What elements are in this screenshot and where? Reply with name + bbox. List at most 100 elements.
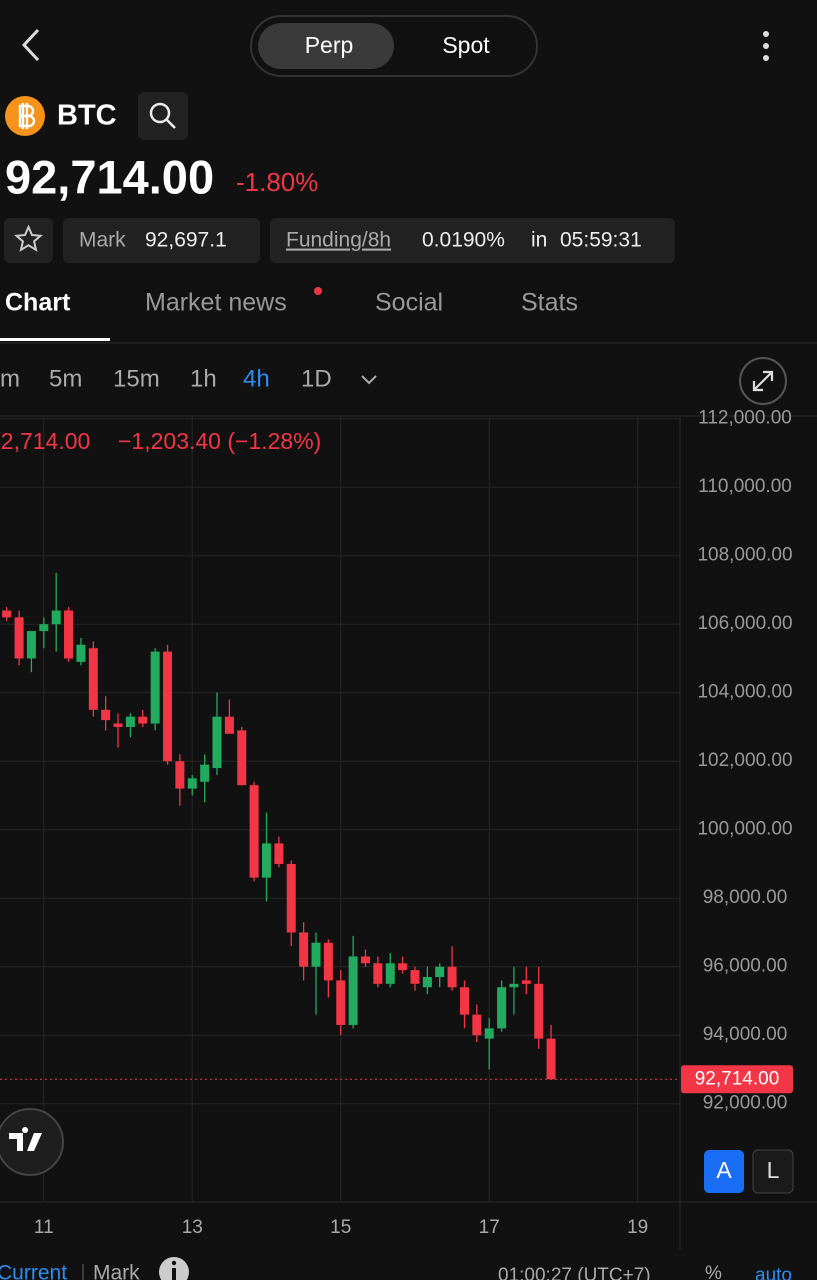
candle-body: [509, 983, 519, 988]
candle-body: [299, 932, 309, 967]
candle-body: [187, 778, 197, 789]
candle-body: [224, 716, 234, 734]
candle-body: [422, 976, 432, 988]
timeframe-active[interactable]: 4h: [243, 365, 270, 392]
candle-body: [360, 956, 370, 964]
x-tick-label: 11: [34, 1217, 54, 1238]
y-tick-label: 98,000.00: [703, 887, 788, 908]
candle-body: [546, 1038, 556, 1080]
mark-box: [63, 218, 260, 263]
funding-in: in: [531, 229, 547, 252]
fullscreen-button[interactable]: [739, 357, 787, 405]
footer-auto[interactable]: auto: [755, 1265, 792, 1280]
candle-body: [64, 610, 74, 659]
candle-body: [521, 980, 531, 984]
legend-change: −1,203.40 (−1.28%): [118, 428, 321, 454]
candle-body: [447, 966, 457, 988]
more-menu[interactable]: [763, 31, 769, 61]
candle-body: [88, 648, 98, 710]
candles: [2, 572, 556, 1080]
last-price-label: 92,714.00: [695, 1068, 780, 1089]
log-button[interactable]: [752, 1149, 794, 1194]
candle-body: [39, 624, 49, 632]
favorite-button[interactable]: [4, 218, 53, 263]
fullscreen-icon: [752, 370, 774, 392]
candle-body: [410, 970, 420, 984]
candle-body: [459, 987, 469, 1015]
price: 92,714.00: [5, 150, 214, 203]
news-dot: [314, 287, 322, 295]
y-tick-label: 112,000.00: [698, 408, 792, 429]
candle-body: [2, 610, 12, 618]
mark-label: Mark: [79, 229, 126, 252]
tab-social[interactable]: Social: [375, 289, 443, 317]
candle-body: [125, 716, 135, 727]
candle-body: [373, 963, 383, 984]
toggle-active: [258, 23, 394, 69]
candle-body: [497, 987, 507, 1029]
chart: 112,000.00 110,000.00 108,000.00 106,000.00…: [0, 408, 817, 1250]
tab-underline: [0, 338, 110, 341]
timeframe[interactable]: 5m: [49, 365, 82, 392]
candle-body: [311, 942, 321, 967]
symbol: BTC: [57, 100, 117, 132]
auto-scale-button[interactable]: [704, 1150, 744, 1193]
y-tick-label: 92,000.00: [703, 1093, 788, 1114]
x-tick-label: 17: [479, 1217, 500, 1238]
timeframe-dropdown[interactable]: [361, 375, 377, 385]
grid: [0, 417, 680, 1202]
footer-mark[interactable]: Mark: [93, 1262, 140, 1280]
y-tick-label: 106,000.00: [697, 613, 792, 634]
candle-body: [385, 963, 395, 984]
y-tick-label: 108,000.00: [697, 545, 792, 566]
candle-body: [534, 983, 544, 1039]
tab-chart[interactable]: Chart: [5, 289, 71, 317]
x-tick-label: 13: [182, 1217, 203, 1238]
tradingview-glyph: [9, 1127, 42, 1151]
price-change: -1.80%: [236, 167, 318, 197]
candle-body: [175, 761, 185, 789]
candle-body: [249, 785, 259, 878]
x-tick-label: 19: [627, 1217, 648, 1238]
tab-market-news[interactable]: Market news: [145, 289, 287, 317]
search-icon-handle: [166, 119, 176, 129]
candle-body: [435, 966, 445, 977]
search-button[interactable]: [138, 92, 188, 140]
funding-value: 0.0190%: [422, 229, 505, 252]
candle-body: [484, 1028, 494, 1039]
log-label: L: [767, 1157, 780, 1183]
tab-stats[interactable]: Stats: [521, 289, 578, 317]
tab-spot[interactable]: Spot: [442, 32, 490, 58]
footer-current[interactable]: Current: [0, 1262, 67, 1280]
timeframe[interactable]: 1D: [301, 365, 332, 392]
candle-body: [262, 843, 272, 878]
y-tick-label: 100,000.00: [697, 819, 792, 840]
candle-body: [101, 709, 111, 721]
candle-body: [472, 1014, 482, 1036]
timeframe[interactable]: 15m: [113, 365, 160, 392]
candle-body: [237, 730, 247, 786]
candle-body: [14, 617, 24, 659]
candle-body: [348, 956, 358, 1025]
funding-countdown: 05:59:31: [560, 229, 642, 252]
y-tick-label: 102,000.00: [697, 750, 792, 771]
back-button[interactable]: [21, 28, 40, 62]
candle-body: [274, 843, 284, 864]
candle-body: [200, 764, 210, 782]
candle-body: [51, 610, 61, 625]
auto-scale-label: A: [716, 1157, 732, 1183]
funding-box: [270, 218, 675, 263]
timeframe[interactable]: 1h: [190, 365, 217, 392]
candle-body: [113, 723, 123, 727]
candle-body: [212, 716, 222, 769]
funding-label[interactable]: Funding/8h: [286, 229, 391, 252]
tab-perp[interactable]: Perp: [305, 32, 354, 58]
info-icon-glyph: [172, 1268, 176, 1280]
y-tick-label: 110,000.00: [698, 476, 792, 497]
footer-percent[interactable]: %: [705, 1263, 722, 1280]
timeframe[interactable]: m: [0, 365, 20, 392]
candle-body: [323, 942, 333, 981]
